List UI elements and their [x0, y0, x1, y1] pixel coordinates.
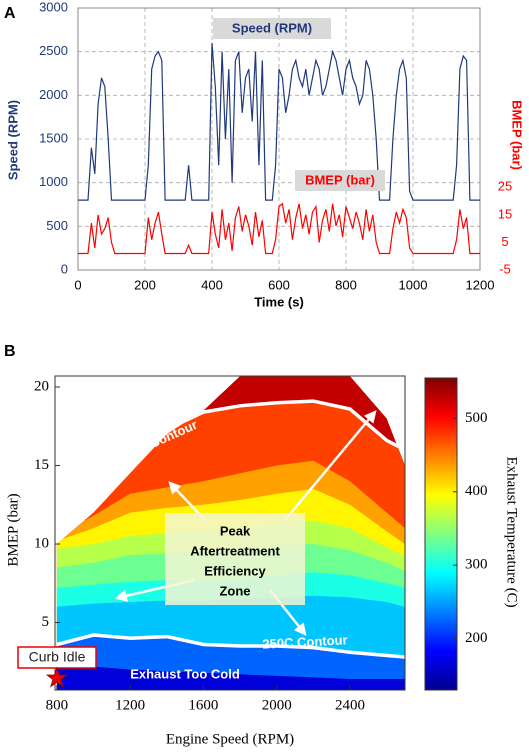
colorbar-label: Exhaust Temperature (C): [504, 456, 520, 607]
y2-tick-label: 25: [498, 179, 512, 194]
x-axis-label: Time (s): [254, 294, 304, 309]
y-tick-label: 1000: [39, 174, 68, 189]
curb-idle-point: [45, 666, 68, 688]
curb-idle-label: Curb Idle: [29, 649, 86, 665]
panel-label: B: [4, 343, 16, 360]
y2-tick-label: 15: [498, 206, 512, 221]
contour-line: [56, 633, 406, 659]
panel-a: A 0 500 1000 1500 2000 2500 3000 0 200 400 600 800 10…: [4, 0, 525, 309]
x-tick-label: 1600: [188, 697, 218, 713]
annotation: Exhaust Too Cold: [130, 666, 240, 681]
colorbar-tick-label: 300: [465, 557, 488, 573]
x-tick-label: 2000: [262, 697, 292, 713]
y-tick-label: 20: [34, 378, 49, 394]
x-tick-label: 1200: [466, 277, 495, 292]
colorbar-tick-label: 500: [465, 410, 488, 426]
zone-box: [165, 513, 305, 605]
y-tick-label: 15: [34, 457, 49, 473]
legend-box: [295, 170, 385, 191]
y-axis-label: BMEP (bar): [5, 493, 21, 566]
x-tick-label: 800: [335, 277, 357, 292]
zone-label: Aftertreatment: [190, 543, 280, 558]
legend-entry: Speed (RPM): [232, 20, 312, 35]
zone-label: Peak: [220, 523, 251, 538]
arrow: [284, 410, 377, 521]
x-tick-label: 1200: [115, 697, 145, 713]
legend-entry: BMEP (bar): [305, 172, 375, 187]
y2-tick-label: -5: [499, 261, 511, 276]
y2-tick-label: 5: [501, 234, 508, 249]
y-tick-label: 0: [61, 261, 68, 276]
x-tick-label: 200: [134, 277, 156, 292]
y-tick-label: 2500: [39, 43, 68, 58]
x-tick-label: 2400: [335, 697, 365, 713]
x-axis-label: Engine Speed (RPM): [166, 731, 294, 747]
y-tick-label: 10: [34, 535, 49, 551]
y-tick-label: 500: [46, 218, 68, 233]
colorbar-tick-label: 400: [465, 483, 488, 499]
x-tick-label: 600: [268, 277, 290, 292]
zone-label: Efficiency: [204, 563, 266, 578]
plot-frame: [54, 375, 406, 691]
y-tick-label: 3000: [39, 0, 68, 14]
x-tick-label: 400: [201, 277, 223, 292]
annotation: 250C Contour: [262, 632, 348, 651]
y-tick-label: 2000: [39, 87, 68, 102]
y-axis-label: Speed (RPM): [5, 100, 20, 180]
x-tick-label: 1000: [399, 277, 428, 292]
zone-label: Zone: [219, 583, 250, 598]
y2-axis-label: BMEP (bar): [510, 100, 525, 170]
series-line: [78, 202, 480, 255]
x-tick-label: 800: [46, 697, 69, 713]
contour-band: [56, 660, 406, 690]
y-tick-label: 5: [42, 614, 50, 630]
colorbar-tick-label: 200: [465, 630, 488, 646]
x-tick-label: 0: [74, 277, 81, 292]
plot-frame: [77, 7, 481, 271]
series-line: [78, 42, 480, 201]
legend-box: [213, 18, 331, 39]
y-tick-label: 1500: [39, 130, 68, 145]
colorbar: [424, 377, 458, 691]
panel-label: A: [4, 5, 16, 22]
panel-b: B 800 1200 1600 2000 2400 5 10 15 20 Engine Speed …: [4, 343, 520, 747]
